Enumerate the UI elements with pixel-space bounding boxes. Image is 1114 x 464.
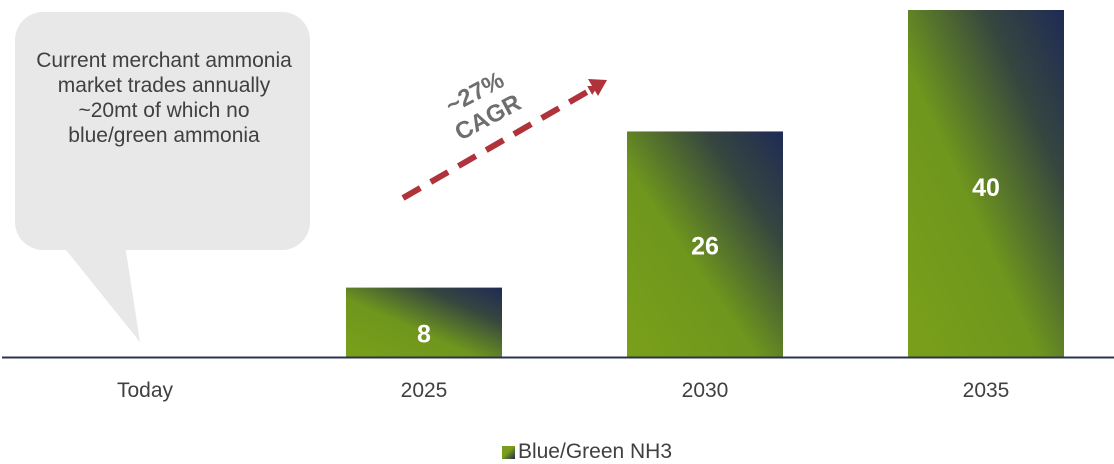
data-label-2030: 26: [691, 232, 719, 260]
legend: Blue/Green NH3: [0, 440, 1114, 464]
legend-label: Blue/Green NH3: [517, 440, 673, 463]
bar-2035: [908, 10, 1064, 357]
data-label-2025: 8: [417, 320, 431, 348]
bars-group: 8 26 40: [346, 10, 1064, 357]
callout-bubble: [15, 12, 310, 342]
legend-swatch: [501, 445, 515, 459]
data-label-2035: 40: [972, 174, 1000, 202]
bar-2030: [627, 131, 783, 357]
tick-label-2025: 2025: [401, 379, 448, 402]
x-axis-ticks: Today 2025 2030 2035: [117, 379, 1009, 402]
cagr-arrow: [401, 85, 599, 201]
tick-label-2030: 2030: [682, 379, 729, 402]
callout-text: Current merchant ammonia market trades a…: [36, 49, 292, 147]
bar-2025: [346, 287, 502, 357]
cagr-annotation: ~27% CAGR: [441, 67, 525, 147]
tick-label-2035: 2035: [963, 379, 1010, 402]
tick-label-Today: Today: [117, 379, 174, 402]
cagr-arrow-head: [588, 79, 607, 96]
